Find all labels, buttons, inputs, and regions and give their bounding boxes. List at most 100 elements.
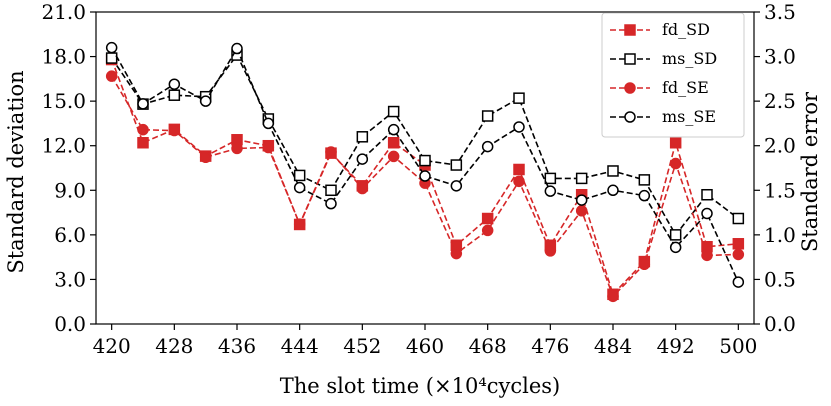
data-point (575, 172, 588, 185)
x-tick-label: 460 (406, 334, 444, 358)
data-point (701, 207, 713, 220)
data-point (419, 154, 431, 167)
data-point (607, 290, 619, 303)
x-tick-label: 500 (719, 334, 757, 358)
data-point (544, 185, 557, 197)
data-point (293, 218, 306, 230)
data-point (513, 121, 525, 133)
data-point (387, 136, 400, 149)
y-left-tick-label: 18.0 (41, 45, 86, 69)
data-point (356, 182, 369, 195)
data-point (638, 258, 651, 271)
data-point (168, 89, 181, 101)
data-point (199, 95, 212, 107)
x-tick-label: 436 (218, 334, 256, 358)
y-left-tick-label: 21.0 (41, 0, 86, 24)
data-point (105, 52, 118, 64)
data-point (732, 276, 745, 288)
legend-item: ms_SD (610, 49, 717, 68)
data-point (419, 170, 431, 182)
data-point (544, 172, 557, 185)
x-axis-title: The slot time (×10⁴cycles) (280, 374, 561, 398)
data-point (732, 248, 745, 261)
y-axis-right: 0.0 0.5 1.0 1.5 2.0 2.5 3.0 3.5 (754, 0, 796, 336)
data-point (105, 41, 118, 54)
data-point (325, 146, 337, 158)
y-left-tick-label: 12.0 (41, 134, 86, 158)
y-left-tick-label: 9.0 (54, 178, 86, 202)
data-point (481, 140, 494, 153)
data-point (669, 229, 682, 241)
data-point (638, 189, 651, 202)
data-point (638, 174, 651, 186)
data-point (513, 92, 525, 104)
legend-marker (624, 82, 636, 94)
y-axis-left-title: Standard deviation (4, 70, 28, 273)
y-left-tick-label: 0.0 (54, 312, 86, 336)
y-axis-right-title: Standard error (798, 91, 822, 252)
data-point (387, 150, 400, 163)
x-tick-label: 468 (469, 334, 507, 358)
legend-label: ms_SE (662, 107, 716, 126)
data-point (732, 212, 745, 225)
y-left-tick-label: 3.0 (54, 267, 86, 291)
data-point (701, 249, 713, 262)
data-point (575, 205, 588, 217)
data-point (168, 78, 181, 90)
data-point (325, 197, 337, 210)
data-point (387, 105, 400, 118)
x-tick-label: 476 (531, 334, 569, 358)
data-point (262, 141, 275, 154)
x-axis: 420 428 436 444 452 460 468 476 484 492 500 (93, 324, 757, 358)
legend-marker (624, 53, 636, 65)
series-fd_SE (105, 70, 745, 303)
x-tick-label: 492 (657, 334, 695, 358)
y-right-tick-label: 1.5 (764, 178, 796, 202)
data-point (199, 151, 212, 164)
x-tick-label: 428 (155, 334, 193, 358)
x-tick-label: 420 (93, 334, 131, 358)
data-point (262, 117, 275, 130)
legend-marker (624, 24, 636, 36)
data-point (231, 42, 243, 55)
data-point (607, 184, 619, 197)
data-point (137, 98, 149, 110)
data-point (669, 136, 682, 149)
data-point (325, 184, 337, 197)
legend-marker (624, 111, 636, 123)
legend-item: fd_SD (610, 20, 710, 39)
series-line (111, 75, 739, 298)
data-point (481, 110, 494, 122)
legend-item: fd_SE (610, 78, 709, 97)
series-ms_SE (105, 41, 745, 288)
data-point (513, 163, 525, 176)
data-point (356, 131, 369, 143)
data-point (387, 123, 400, 136)
series-layer (105, 41, 745, 303)
series-line (111, 46, 740, 283)
y-right-tick-label: 0.0 (764, 312, 796, 336)
legend-item: ms_SE (610, 107, 716, 126)
data-point (450, 180, 463, 192)
data-point (137, 136, 149, 149)
data-point (293, 181, 306, 194)
data-point (137, 123, 149, 136)
y-right-tick-label: 1.0 (764, 223, 796, 247)
data-point (293, 169, 306, 182)
data-point (669, 241, 682, 254)
y-left-tick-label: 6.0 (54, 223, 86, 247)
data-point (575, 194, 588, 206)
y-right-tick-label: 3.5 (764, 0, 796, 24)
y-axis-left: 0.0 3.0 6.0 9.0 12.0 15.0 18.0 21.0 (41, 0, 96, 336)
data-point (481, 212, 494, 225)
data-point (513, 175, 525, 188)
legend: fd_SD ms_SD fd_SE ms_SE (601, 12, 745, 138)
data-point (450, 159, 463, 171)
legend-box (601, 12, 745, 138)
data-point (231, 142, 243, 155)
x-tick-label: 452 (343, 334, 381, 358)
data-point (356, 153, 369, 165)
y-left-tick-label: 15.0 (41, 89, 86, 113)
data-point (607, 165, 619, 177)
